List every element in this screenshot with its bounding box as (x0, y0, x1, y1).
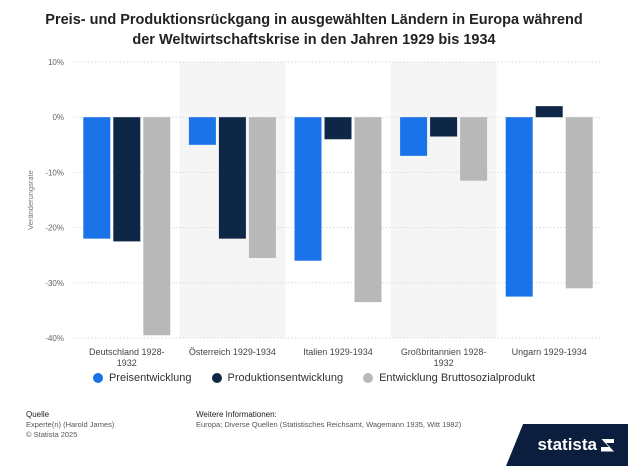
x-tick-label-4: Ungarn 1929-1934 (512, 347, 587, 357)
bar-produktionsentwicklung-1 (218, 117, 246, 239)
y-axis-label: Veränderungsrate (26, 170, 35, 230)
x-tick-label-1: Österreich 1929-1934 (189, 347, 276, 357)
source-heading[interactable]: Quelle (26, 410, 50, 419)
source-line-copyright: © Statista 2025 (26, 430, 78, 439)
bar-produktionsentwicklung-2 (324, 117, 352, 140)
x-tick-label-0: Deutschland 1928- (89, 347, 165, 357)
statista-wordmark: statista (537, 435, 597, 454)
x-tick-label-3: 1932 (434, 358, 454, 368)
legend-swatch-produktionsentwicklung (211, 373, 222, 383)
y-tick-label: -30% (45, 279, 64, 288)
x-tick-label-2: Italien 1929-1934 (303, 347, 373, 357)
legend-label-preisentwicklung: Preisentwicklung (108, 372, 192, 384)
y-tick-label: -10% (45, 168, 64, 177)
legend-swatch-bruttosozialprodukt (363, 373, 374, 383)
legend-item-preisentwicklung[interactable]: Preisentwicklung (92, 372, 192, 384)
bar-produktionsentwicklung-3 (430, 117, 458, 137)
chart-legend: Preisentwicklung Produktionsentwicklung … (0, 372, 628, 384)
chart-title: Preis- und Produktionsrückgang in ausgew… (20, 10, 608, 50)
bar-preisentwicklung-1 (188, 117, 216, 145)
info-block: Weitere Informationen: Europa; Diverse Q… (196, 410, 466, 430)
chart-title-line-2: der Weltwirtschaftskrise in den Jahren 1… (132, 32, 496, 48)
bar-bruttosozialprodukt-3 (460, 117, 488, 181)
x-tick-label-0: 1932 (117, 358, 137, 368)
statista-logo-icon (601, 438, 614, 452)
legend-label-bruttosozialprodukt: Entwicklung Bruttosozialprodukt (379, 372, 536, 384)
bar-bruttosozialprodukt-2 (354, 117, 382, 303)
bar-preisentwicklung-4 (505, 117, 533, 297)
bar-produktionsentwicklung-0 (113, 117, 141, 242)
source-line-expert: Experte(n) (Harold James) (26, 420, 115, 429)
legend-swatch-preisentwicklung (92, 373, 103, 383)
y-tick-label: -40% (45, 334, 64, 343)
y-tick-label: 10% (48, 58, 64, 67)
legend-item-produktionsentwicklung[interactable]: Produktionsentwicklung (211, 372, 344, 384)
info-text: Europa; Diverse Quellen (Statistisches R… (196, 420, 462, 429)
bar-produktionsentwicklung-4 (535, 106, 563, 118)
source-block: Quelle Experte(n) (Harold James) © Stati… (26, 410, 114, 440)
legend-item-bruttosozialprodukt[interactable]: Entwicklung Bruttosozialprodukt (363, 372, 535, 384)
y-tick-label: 0% (52, 113, 64, 122)
chart-title-line-1: Preis- und Produktionsrückgang in ausgew… (45, 12, 583, 28)
legend-label-produktionsentwicklung: Produktionsentwicklung (227, 372, 344, 384)
info-heading[interactable]: Weitere Informationen: (196, 410, 277, 419)
x-tick-label-3: Großbritannien 1928- (401, 347, 487, 357)
bar-preisentwicklung-2 (294, 117, 322, 261)
statista-logo[interactable]: statista (506, 424, 628, 466)
bar-bruttosozialprodukt-4 (565, 117, 593, 289)
y-tick-label: -20% (45, 224, 64, 233)
bar-preisentwicklung-0 (83, 117, 111, 239)
bar-preisentwicklung-3 (400, 117, 428, 156)
category-band-3 (390, 62, 497, 338)
bar-bruttosozialprodukt-0 (143, 117, 171, 336)
bar-bruttosozialprodukt-1 (248, 117, 276, 258)
